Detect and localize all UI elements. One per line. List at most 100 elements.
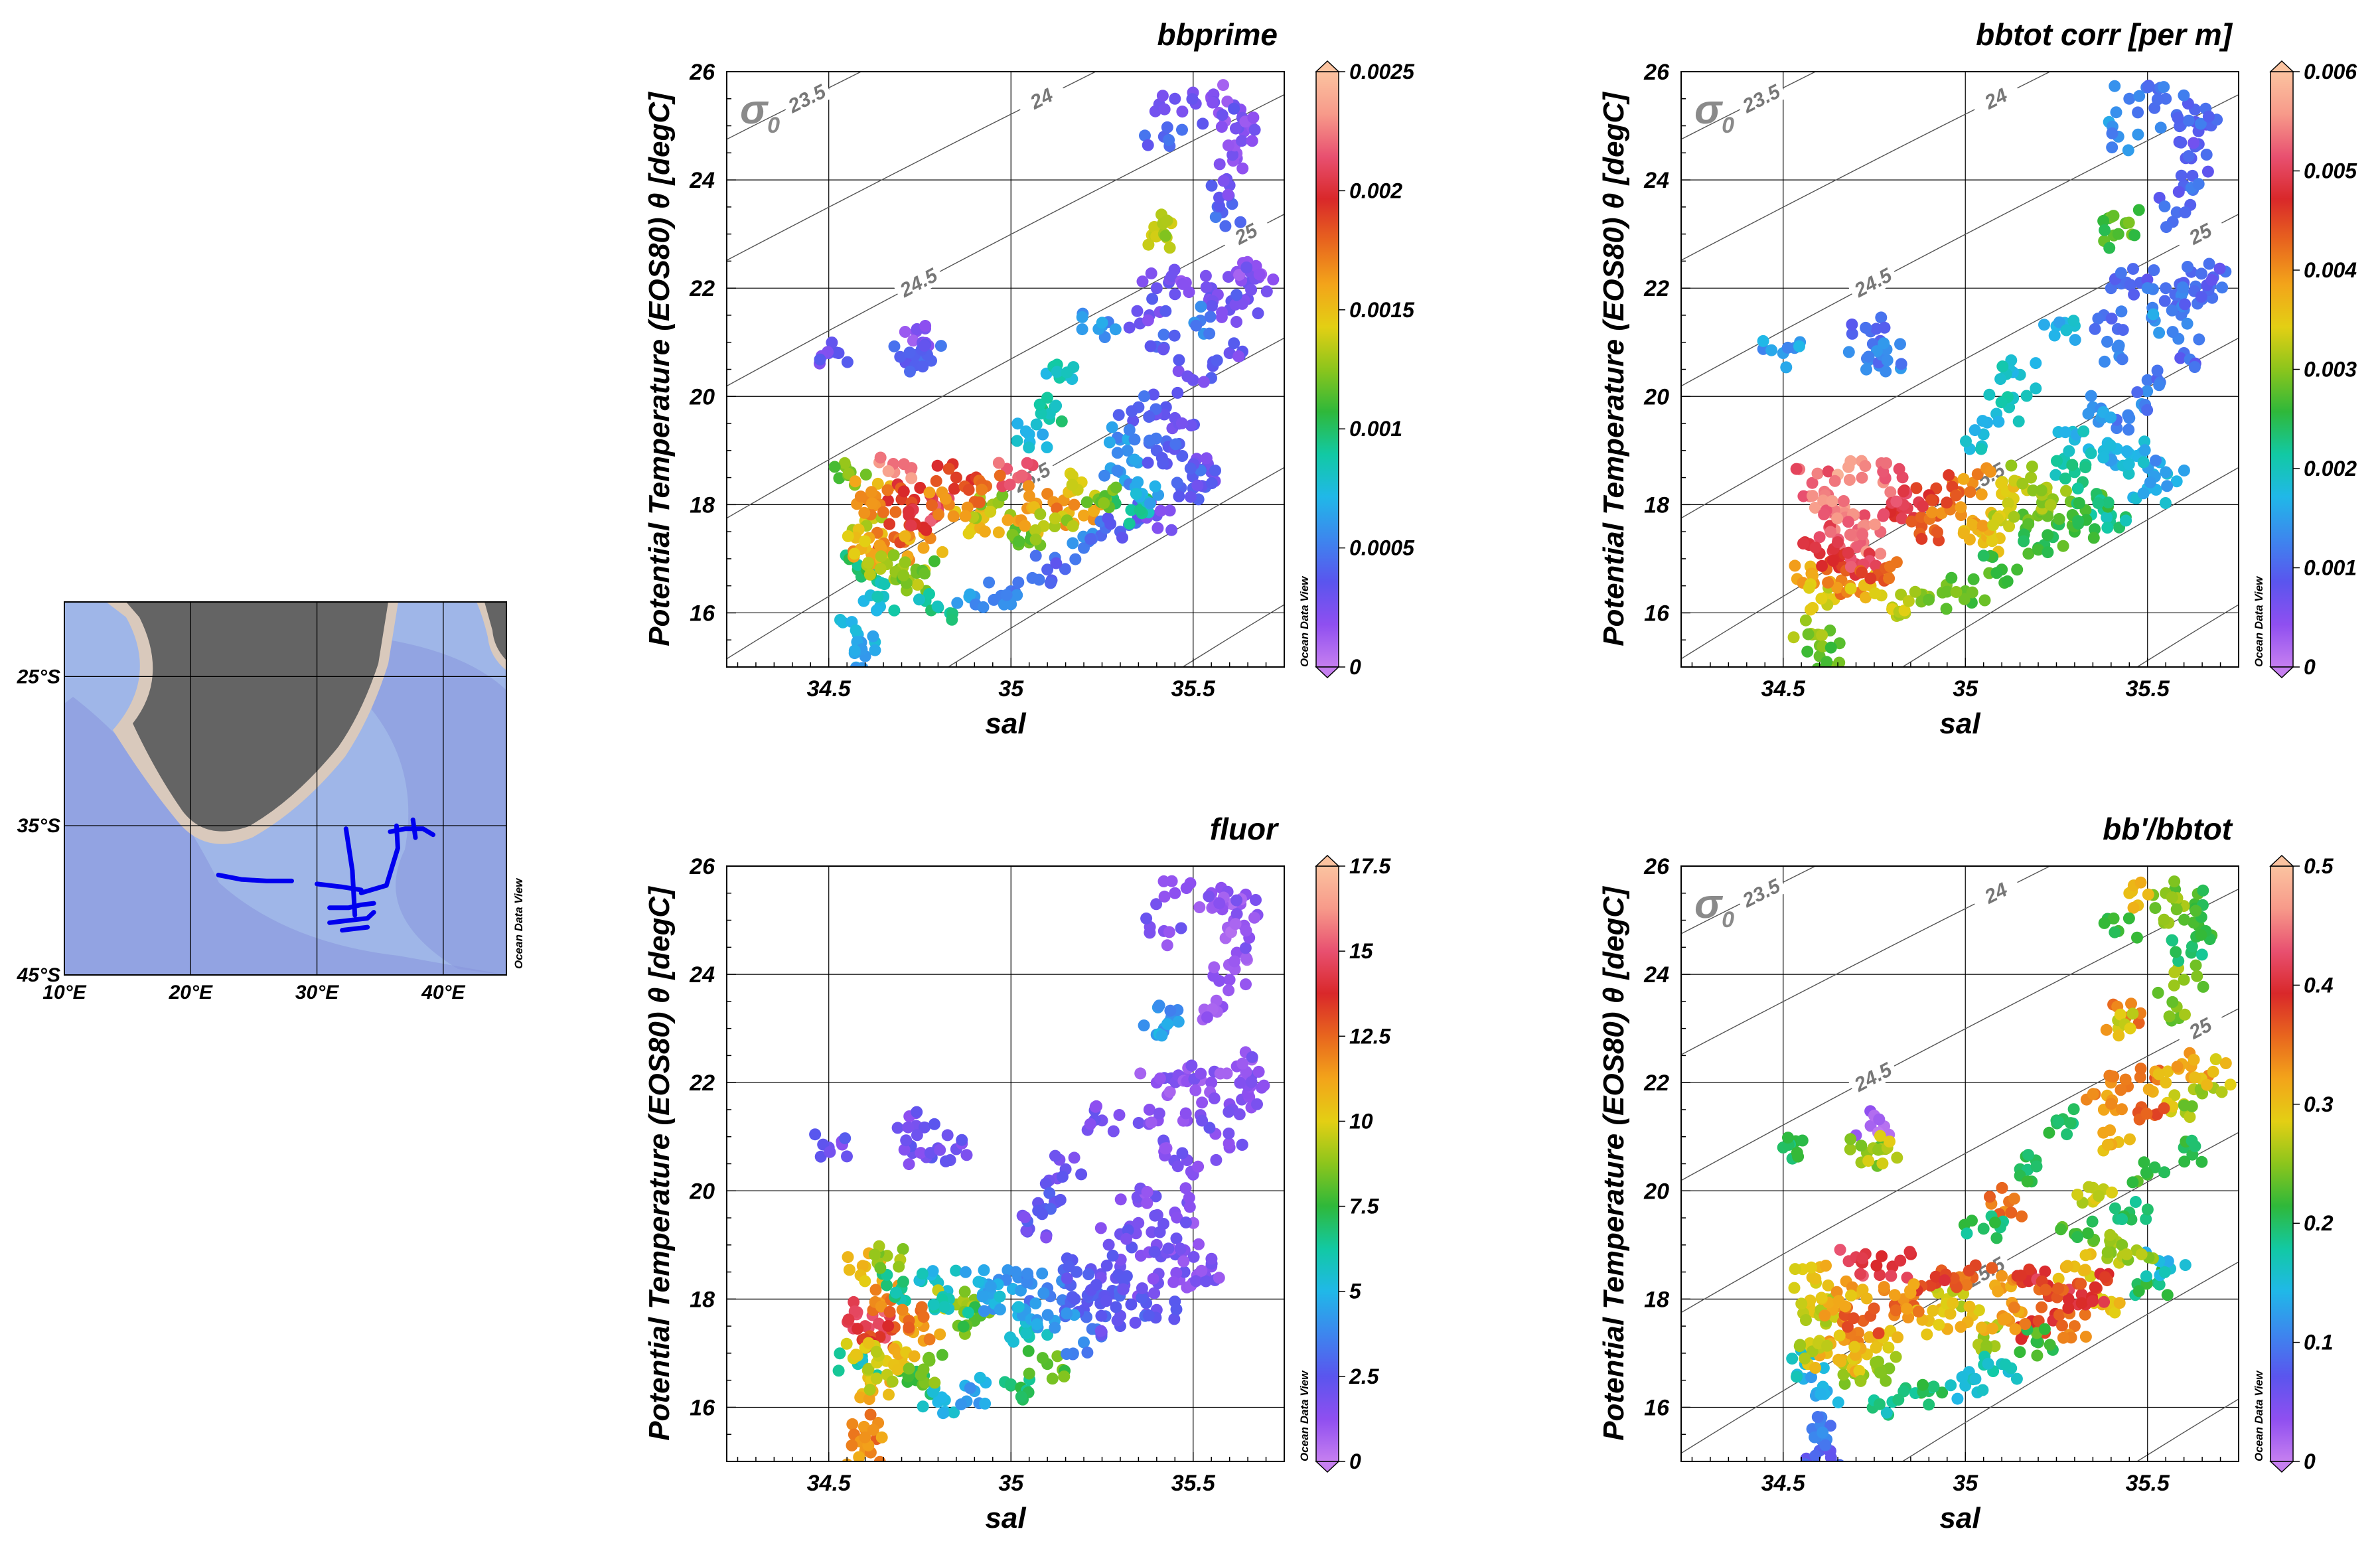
data-point bbox=[2053, 1309, 2065, 1321]
map-watermark: Ocean Data View bbox=[512, 877, 525, 969]
data-point bbox=[1975, 443, 1988, 455]
data-point bbox=[1012, 576, 1025, 589]
y-tick-label: 16 bbox=[1644, 1395, 1670, 1420]
data-point bbox=[2178, 1155, 2191, 1168]
data-point bbox=[2140, 1270, 2152, 1283]
data-point bbox=[1986, 535, 1998, 548]
data-point bbox=[930, 475, 942, 487]
data-point bbox=[1208, 1092, 1221, 1104]
data-point bbox=[1172, 365, 1185, 378]
data-point bbox=[1799, 1458, 1811, 1461]
data-point bbox=[1844, 1143, 1856, 1155]
data-point bbox=[1163, 242, 1176, 254]
data-point bbox=[1061, 1272, 1073, 1285]
data-point bbox=[2153, 192, 2166, 204]
data-point bbox=[1117, 1283, 1130, 1296]
data-point bbox=[1230, 908, 1243, 921]
data-point bbox=[1163, 133, 1175, 146]
data-point bbox=[2172, 186, 2185, 198]
data-point bbox=[1123, 423, 1136, 436]
data-point bbox=[809, 1128, 822, 1141]
data-point bbox=[1169, 438, 1182, 451]
data-point bbox=[1165, 524, 1178, 536]
map-land-africa bbox=[126, 602, 388, 832]
colorbar-tick-label: 0.0025 bbox=[1349, 60, 1415, 84]
data-point bbox=[950, 471, 962, 484]
y-tick-label: 18 bbox=[690, 492, 715, 518]
data-point bbox=[1096, 317, 1108, 329]
data-point bbox=[1177, 1255, 1190, 1268]
data-point bbox=[864, 1408, 877, 1421]
x-tick-label: 35.5 bbox=[1171, 1471, 1216, 1496]
data-point bbox=[1936, 1386, 1949, 1399]
data-point bbox=[2137, 487, 2150, 500]
data-point bbox=[2060, 484, 2072, 497]
data-point bbox=[2124, 1022, 2136, 1035]
data-point bbox=[1874, 548, 1887, 560]
data-point bbox=[870, 1345, 883, 1358]
data-point bbox=[1236, 162, 1249, 175]
data-point bbox=[1996, 360, 2009, 373]
data-point bbox=[2081, 1227, 2094, 1240]
data-point bbox=[2140, 1108, 2153, 1120]
data-point bbox=[1863, 1331, 1876, 1343]
data-point bbox=[918, 1121, 930, 1134]
data-point bbox=[2061, 1128, 2073, 1141]
data-point bbox=[1995, 477, 2008, 490]
data-point bbox=[1113, 1109, 1126, 1121]
data-point bbox=[1960, 435, 1972, 447]
data-point bbox=[2030, 1160, 2043, 1173]
data-point bbox=[1977, 550, 1990, 562]
data-point bbox=[2178, 89, 2190, 102]
data-point bbox=[834, 1347, 846, 1360]
data-point bbox=[2126, 1007, 2139, 1020]
y-tick-label: 18 bbox=[1644, 1287, 1669, 1312]
data-point bbox=[1002, 514, 1014, 526]
data-point bbox=[2116, 1213, 2128, 1225]
data-point bbox=[2116, 1103, 2128, 1116]
colorbar-tick-label: 0.006 bbox=[2304, 60, 2357, 84]
data-point bbox=[1193, 1238, 1205, 1250]
data-point bbox=[2161, 1289, 2174, 1301]
data-point bbox=[1859, 591, 1872, 604]
data-point bbox=[2079, 1308, 2091, 1321]
sigma-contour-line bbox=[727, 72, 862, 140]
scatter-points bbox=[1777, 875, 2237, 1461]
data-point bbox=[1142, 1309, 1155, 1322]
data-point bbox=[964, 588, 976, 601]
x-tick-label: 34.5 bbox=[1761, 1471, 1806, 1496]
sigma-contour-line bbox=[1681, 866, 1817, 934]
track-segment bbox=[358, 823, 400, 895]
data-point bbox=[2189, 1071, 2201, 1084]
data-point bbox=[1171, 386, 1184, 399]
data-point bbox=[886, 1375, 899, 1388]
data-point bbox=[1106, 421, 1118, 433]
data-point bbox=[1806, 477, 1819, 489]
colorbar-tick-label: 0.2 bbox=[2304, 1211, 2334, 1235]
data-point bbox=[1193, 901, 1206, 913]
sigma-contour-line bbox=[727, 72, 1097, 261]
data-point bbox=[1123, 517, 1136, 530]
y-tick-label: 24 bbox=[689, 168, 715, 193]
data-point bbox=[1983, 388, 1996, 401]
sigma-label-bg bbox=[1969, 77, 2022, 119]
map-deep-ocean bbox=[64, 697, 506, 975]
data-point bbox=[1856, 528, 1869, 541]
data-point bbox=[1168, 1313, 1181, 1325]
data-point bbox=[1061, 366, 1073, 379]
data-point bbox=[994, 469, 1006, 482]
data-point bbox=[1216, 306, 1228, 319]
data-point bbox=[869, 1284, 882, 1296]
data-point bbox=[1999, 1358, 2012, 1370]
data-point bbox=[1891, 1151, 1903, 1164]
data-point bbox=[2160, 466, 2172, 479]
map-lat-label: 25°S bbox=[17, 666, 60, 688]
data-point bbox=[2113, 339, 2125, 352]
data-point bbox=[1015, 1390, 1027, 1403]
data-point bbox=[1020, 1327, 1033, 1340]
data-point bbox=[1833, 656, 1846, 667]
data-point bbox=[2057, 540, 2069, 552]
data-point bbox=[2160, 221, 2172, 234]
data-point bbox=[1811, 467, 1824, 480]
data-point bbox=[1129, 1317, 1142, 1329]
